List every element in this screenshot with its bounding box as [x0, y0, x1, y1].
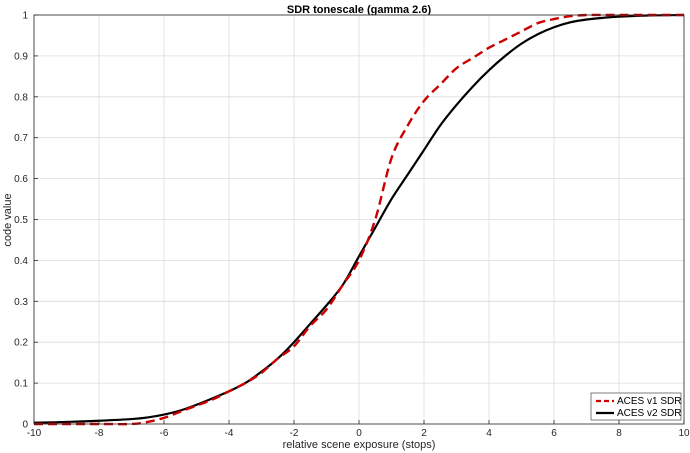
- legend-box: [590, 392, 682, 421]
- x-tick-label: -4: [225, 428, 234, 439]
- x-tick-label: -2: [290, 428, 299, 439]
- tick-labels: -10 -8 -6 -4 -2 0 2 4 6 8 10 0 0.1 0.2 0.3 0.4 0.5 0.6 0.7…: [14, 11, 690, 440]
- legend-label-aces-v1: ACES v1 SDR: [617, 396, 681, 407]
- x-tick-label: 2: [421, 428, 427, 439]
- y-tick-label: 0: [22, 420, 28, 431]
- x-tick-label: 10: [678, 428, 690, 439]
- y-tick-label: 0.4: [14, 256, 28, 267]
- x-tick-label: 4: [486, 428, 492, 439]
- x-tick-label: -8: [95, 428, 104, 439]
- plot-lines: [33, 13, 685, 426]
- series-line-aces-v1-sdr: [34, 13, 684, 426]
- y-tick-label: 0.5: [14, 215, 28, 226]
- x-tick-label: 0: [356, 428, 362, 439]
- y-tick-label: 0.2: [14, 338, 28, 349]
- legend: ACES v1 SDR ACES v2 SDR: [590, 392, 682, 421]
- x-tick-label: 8: [616, 428, 622, 439]
- y-tick-label: 0.8: [14, 92, 28, 103]
- y-tick-label: 0.3: [14, 297, 28, 308]
- y-axis-title: code value: [2, 193, 14, 246]
- y-tick-label: 1: [22, 11, 28, 22]
- x-tick-label: -10: [27, 428, 42, 439]
- x-axis-title: relative scene exposure (stops): [283, 439, 436, 451]
- y-tick-label: 0.6: [14, 174, 28, 185]
- legend-label-aces-v2: ACES v2 SDR: [617, 408, 681, 419]
- y-tick-label: 0.7: [14, 133, 28, 144]
- y-tick-label: 0.1: [14, 379, 28, 390]
- chart-title: SDR tonescale (gamma 2.6): [287, 4, 432, 16]
- x-tick-label: -6: [160, 428, 169, 439]
- x-tick-label: 6: [551, 428, 557, 439]
- y-tick-label: 0.9: [14, 51, 28, 62]
- grid: [33, 14, 685, 425]
